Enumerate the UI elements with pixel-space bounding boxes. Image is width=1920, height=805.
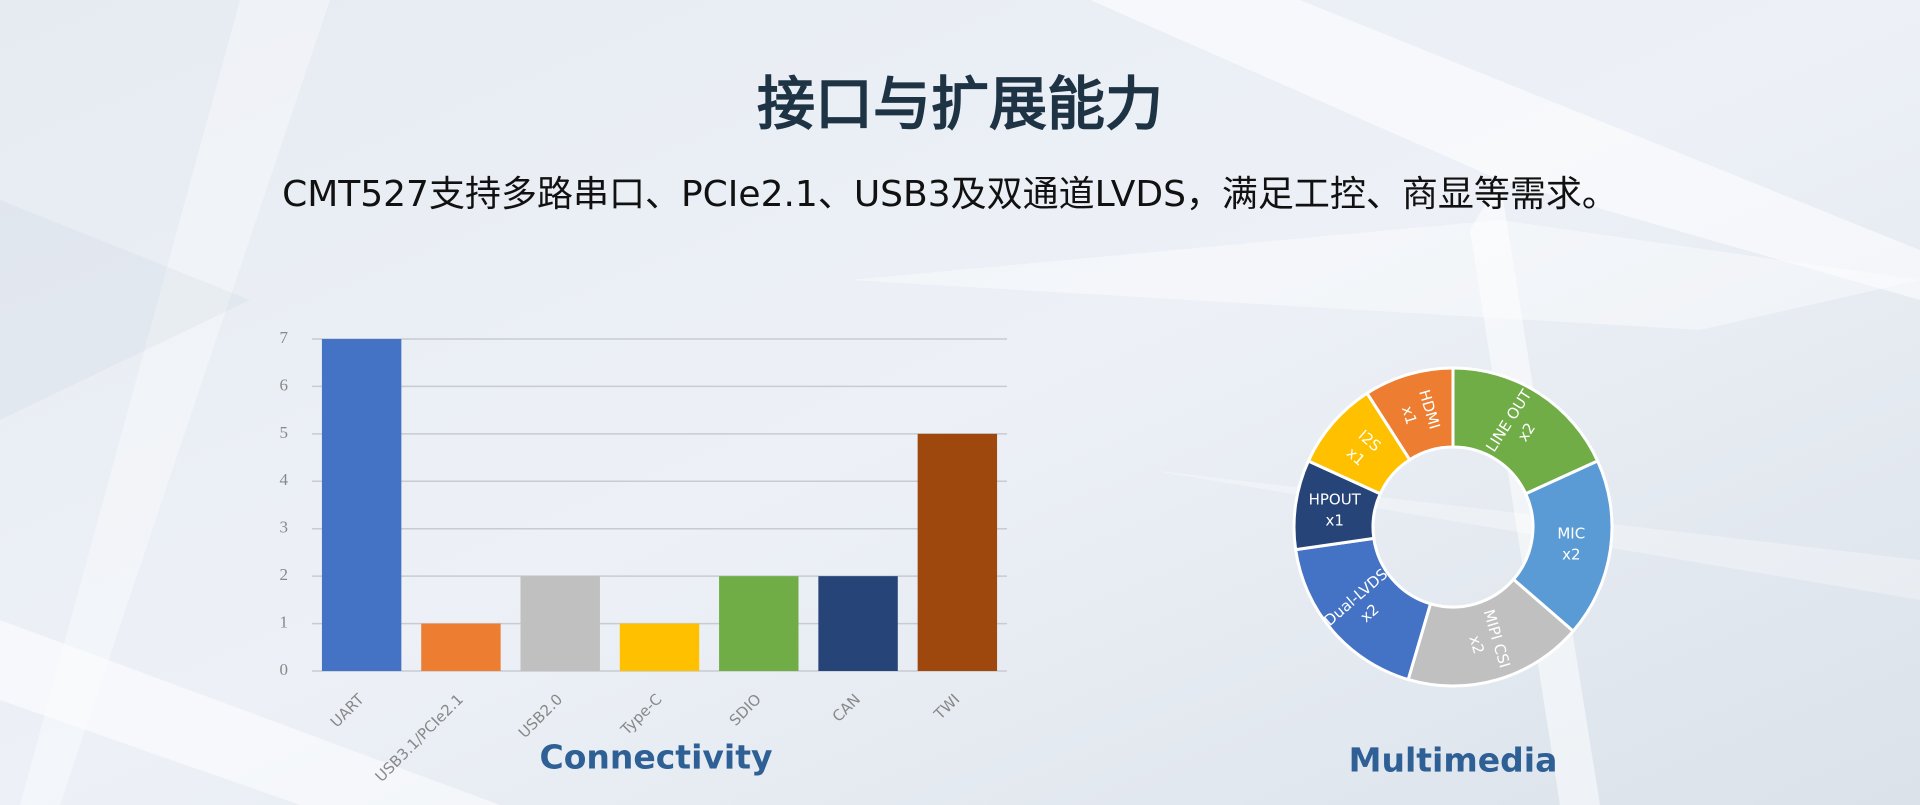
- bar: [520, 576, 600, 671]
- donut-slice: [1364, 366, 1455, 462]
- slice-value-label: x2: [1562, 546, 1580, 564]
- bar: [619, 623, 700, 671]
- y-tick-label: 4: [280, 470, 289, 489]
- chart-title: Connectivity: [539, 738, 772, 777]
- chart-title: Multimedia: [1349, 741, 1558, 780]
- bar: [917, 433, 998, 671]
- donut-slice: [1511, 458, 1614, 634]
- y-tick-label: 3: [280, 518, 289, 537]
- slice-value-label: x1: [1398, 404, 1420, 427]
- slice-name: HPOUT: [1309, 490, 1362, 508]
- slice-label: MIC x2: [1557, 525, 1585, 564]
- y-tick-label: 5: [280, 423, 289, 442]
- bar: [818, 576, 898, 671]
- slice-name: MIC: [1557, 525, 1585, 543]
- y-tick-label: 1: [280, 612, 289, 631]
- donut-slice: [1293, 536, 1433, 682]
- y-tick-label: 7: [280, 328, 289, 347]
- y-tick-label: 6: [280, 375, 289, 394]
- y-tick-label: 0: [280, 660, 289, 679]
- slice-value-label: x2: [1465, 633, 1487, 656]
- donut-slice: [1451, 366, 1600, 496]
- title: 接口与扩展能力: [757, 70, 1163, 138]
- y-tick-label: 2: [280, 565, 289, 584]
- slice-label: HPOUT x1: [1309, 490, 1362, 529]
- bar: [421, 623, 501, 671]
- bar: [719, 576, 799, 671]
- slice-value-label: x1: [1326, 511, 1344, 529]
- subtitle: CMT527支持多路串口、PCIe2.1、USB3及双通道LVDS，满足工控、商…: [282, 174, 1618, 215]
- donut-slice: [1406, 577, 1576, 688]
- bar: [321, 339, 402, 671]
